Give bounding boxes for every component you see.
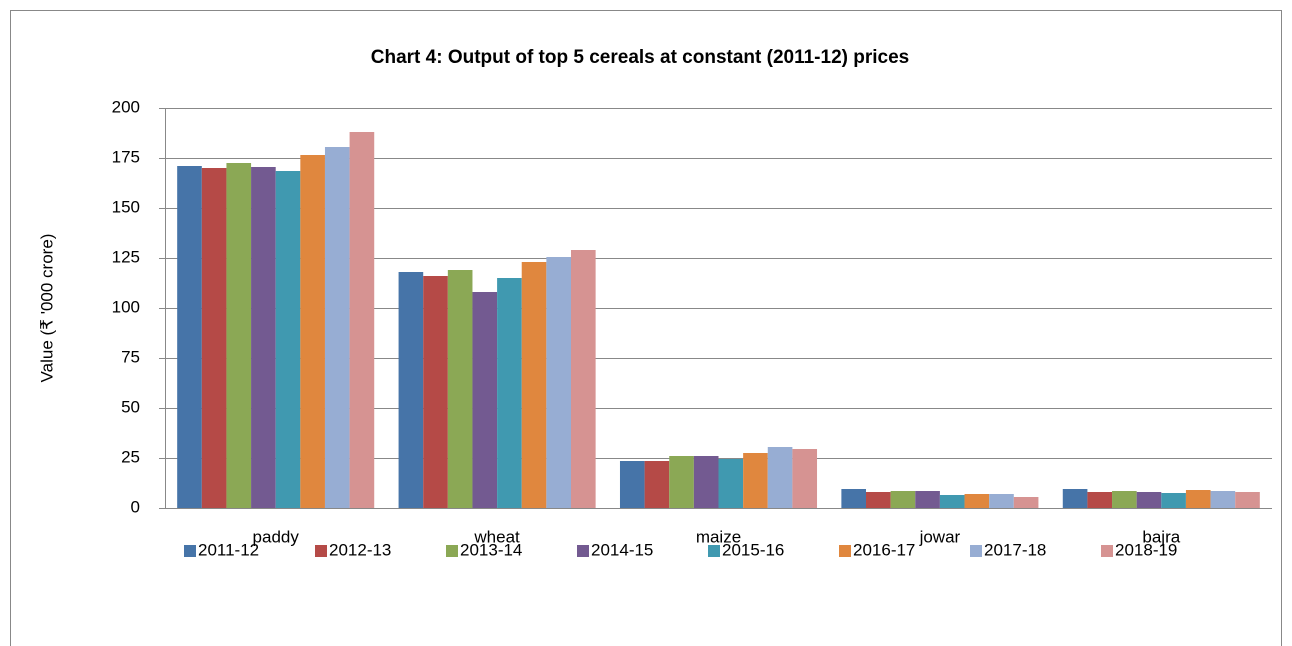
- legend-swatch: [708, 545, 720, 557]
- bar: [841, 489, 867, 508]
- bar: [300, 155, 325, 508]
- y-tick-label: 125: [112, 247, 140, 266]
- bar: [1161, 493, 1186, 508]
- bar: [201, 168, 227, 508]
- bar: [669, 456, 694, 508]
- bar: [1235, 492, 1260, 508]
- bar: [693, 456, 719, 508]
- bar: [447, 270, 473, 508]
- y-tick-label: 50: [121, 397, 140, 416]
- bar: [324, 147, 350, 508]
- bar: [939, 495, 965, 508]
- bar: [915, 491, 940, 508]
- y-tick-label: 75: [121, 347, 140, 366]
- bar: [275, 171, 301, 508]
- legend-label: 2016-17: [853, 540, 915, 559]
- legend-label: 2015-16: [722, 540, 784, 559]
- bar: [423, 276, 448, 508]
- bar: [767, 447, 793, 508]
- legend-swatch: [184, 545, 196, 557]
- bar: [1112, 491, 1137, 508]
- bar: [1185, 490, 1211, 508]
- x-tick-label: wheat: [473, 527, 520, 546]
- bar: [718, 459, 744, 508]
- legend-swatch: [839, 545, 851, 557]
- legend-label: 2017-18: [984, 540, 1046, 559]
- bar: [226, 163, 252, 508]
- y-axis-label: Value (₹ '000 crore): [37, 234, 56, 383]
- bar: [349, 132, 375, 508]
- bar: [644, 461, 670, 508]
- bar: [1062, 489, 1088, 508]
- bar: [743, 453, 768, 508]
- bar: [964, 494, 990, 508]
- x-tick-label: jowar: [919, 527, 961, 546]
- legend-label: 2014-15: [591, 540, 653, 559]
- bar: [792, 449, 818, 508]
- legend-swatch: [446, 545, 458, 557]
- bar: [890, 491, 916, 508]
- legend-swatch: [970, 545, 982, 557]
- legend-swatch: [1101, 545, 1113, 557]
- bar: [546, 257, 571, 508]
- bar: [1087, 492, 1113, 508]
- y-tick-label: 200: [112, 97, 140, 116]
- y-tick-label: 25: [121, 447, 140, 466]
- bar: [866, 492, 891, 508]
- bar: [570, 250, 596, 508]
- y-tick-label: 100: [112, 297, 140, 316]
- legend-label: 2011-12: [198, 540, 259, 559]
- bar: [251, 167, 276, 508]
- bar: [521, 262, 547, 508]
- chart-title: Chart 4: Output of top 5 cereals at cons…: [371, 47, 909, 68]
- bar: [497, 278, 522, 508]
- y-tick-label: 175: [112, 147, 140, 166]
- bar: [398, 272, 424, 508]
- legend-label: 2012-13: [329, 540, 391, 559]
- bar: [619, 461, 645, 508]
- legend-label: 2013-14: [460, 540, 522, 559]
- y-tick-label: 150: [112, 197, 140, 216]
- bar: [1136, 492, 1162, 508]
- x-tick-label: paddy: [253, 527, 300, 546]
- bar: [472, 292, 498, 508]
- x-tick-label: bajra: [1142, 527, 1180, 546]
- bar: [1013, 497, 1039, 508]
- y-tick-label: 0: [131, 497, 140, 516]
- legend-swatch: [577, 545, 589, 557]
- bar: [1210, 491, 1236, 508]
- x-tick-label: maize: [696, 527, 741, 546]
- bar: [989, 494, 1014, 508]
- legend-label: 2018-19: [1115, 540, 1177, 559]
- legend-swatch: [315, 545, 327, 557]
- bar: [177, 166, 202, 508]
